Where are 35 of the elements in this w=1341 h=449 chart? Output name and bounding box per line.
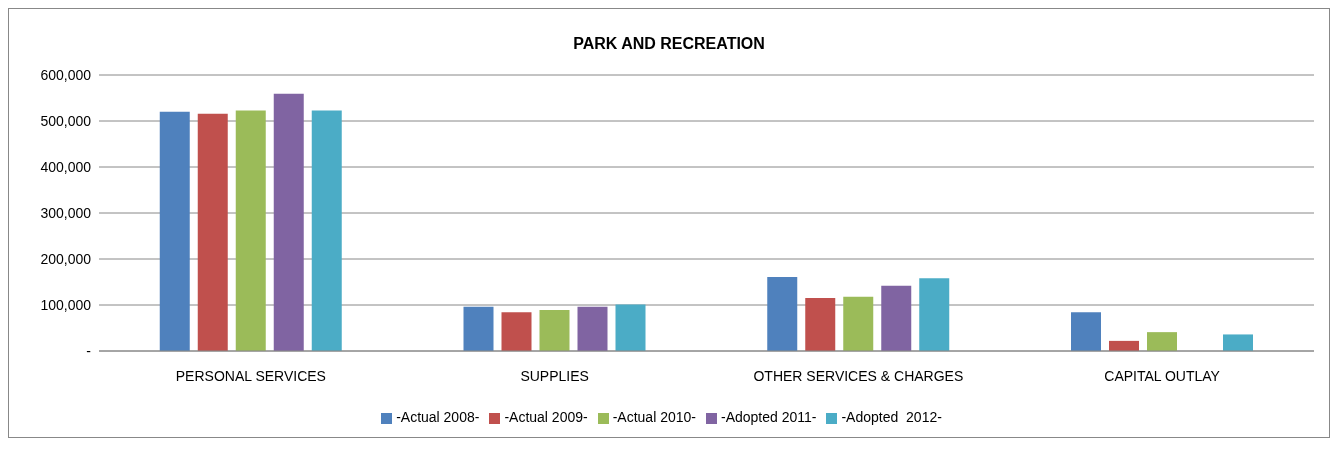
y-tick-label: 100,000 (40, 296, 92, 313)
x-tick-label: SUPPLIES (520, 367, 589, 384)
bar (577, 306, 608, 351)
y-tick-label: 500,000 (40, 112, 92, 129)
bar (1223, 334, 1253, 351)
bar (273, 93, 304, 351)
bar (197, 113, 228, 351)
bar (1071, 312, 1101, 351)
bar (539, 310, 570, 351)
legend-label: -Actual 2010- (612, 409, 696, 425)
bar (881, 285, 912, 351)
legend-label: -Actual 2009- (504, 409, 588, 425)
x-tick-label: CAPITAL OUTLAY (1104, 367, 1221, 384)
bar (843, 296, 874, 351)
x-tick-label: OTHER SERVICES & CHARGES (753, 367, 964, 384)
bar (615, 304, 646, 351)
bar (1147, 332, 1177, 351)
bar (919, 278, 950, 351)
x-tick-label: PERSONAL SERVICES (175, 367, 326, 384)
y-tick-label: - (86, 342, 92, 359)
bar (235, 110, 266, 351)
bar (463, 306, 494, 351)
legend-label: -Adopted 2012- (841, 409, 942, 425)
y-tick-label: 400,000 (40, 158, 92, 175)
bar (311, 110, 342, 351)
legend-label: -Adopted 2011- (720, 409, 817, 425)
bar (159, 111, 190, 351)
y-tick-label: 300,000 (40, 204, 92, 221)
bar (805, 298, 836, 351)
y-tick-label: 200,000 (40, 250, 92, 267)
bar (501, 312, 532, 351)
bar (767, 276, 798, 351)
chart-title: PARK AND RECREATION (572, 34, 766, 54)
y-tick-label: 600,000 (40, 66, 92, 83)
legend-label: -Actual 2008- (396, 409, 480, 425)
